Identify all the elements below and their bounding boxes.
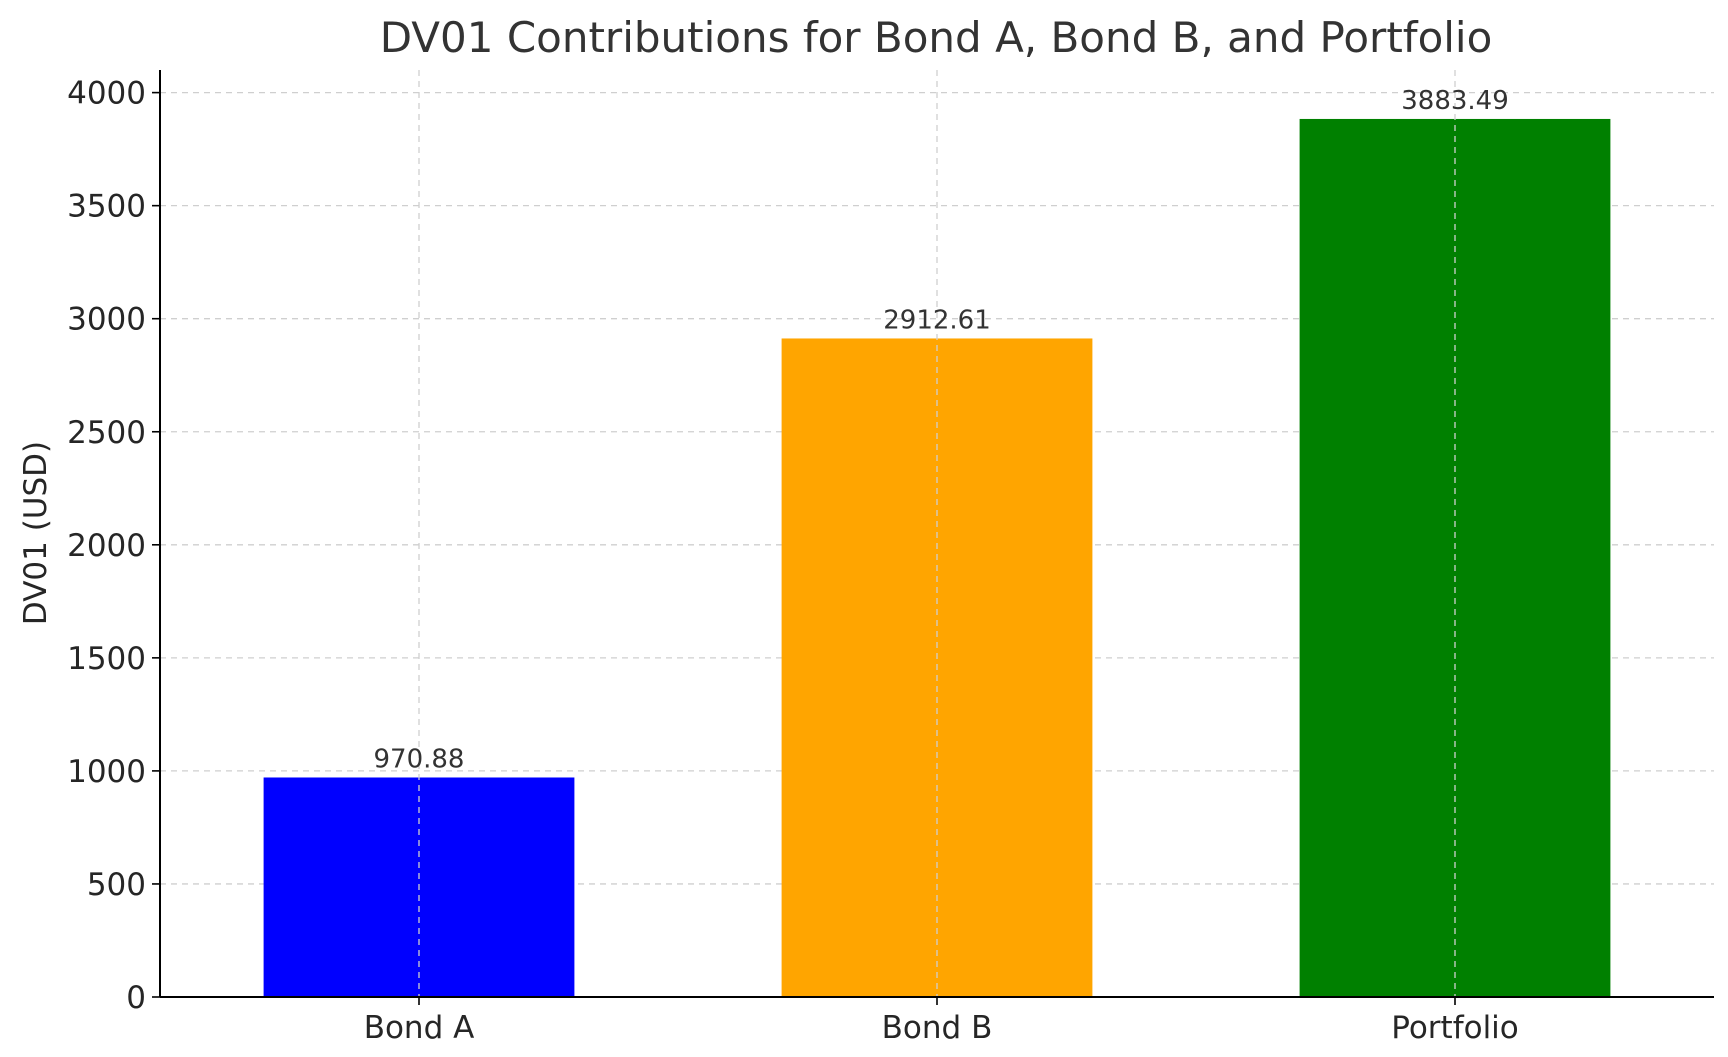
chart-title: DV01 Contributions for Bond A, Bond B, a… [380, 13, 1493, 62]
y-axis-label: DV01 (USD) [18, 441, 54, 625]
axes: 0 500 1000 1500 2000 2500 3000 3500 4000 Bond A Bo… [67, 70, 1714, 1046]
bar-value-label: 970.88 [374, 744, 465, 774]
x-tick-label: Portfolio [1391, 1010, 1519, 1046]
bar-value-label: 3883.49 [1401, 86, 1509, 116]
y-tick-label: 1500 [67, 641, 146, 677]
y-tick-label: 4000 [67, 76, 146, 112]
y-tick-label: 3500 [67, 189, 146, 225]
x-grid-lines [418, 70, 1456, 997]
y-tick-label: 2000 [67, 528, 146, 564]
y-tick-label: 500 [87, 867, 146, 903]
data-labels: 970.88 2912.61 3883.49 [374, 86, 1509, 775]
x-tick-label: Bond B [882, 1010, 993, 1046]
y-tick-label: 0 [126, 980, 146, 1016]
y-tick-label: 2500 [67, 415, 146, 451]
x-tick-label: Bond A [364, 1010, 475, 1046]
bar-value-label: 2912.61 [883, 305, 991, 335]
y-tick-label: 1000 [67, 754, 146, 790]
y-tick-label: 3000 [67, 302, 146, 338]
